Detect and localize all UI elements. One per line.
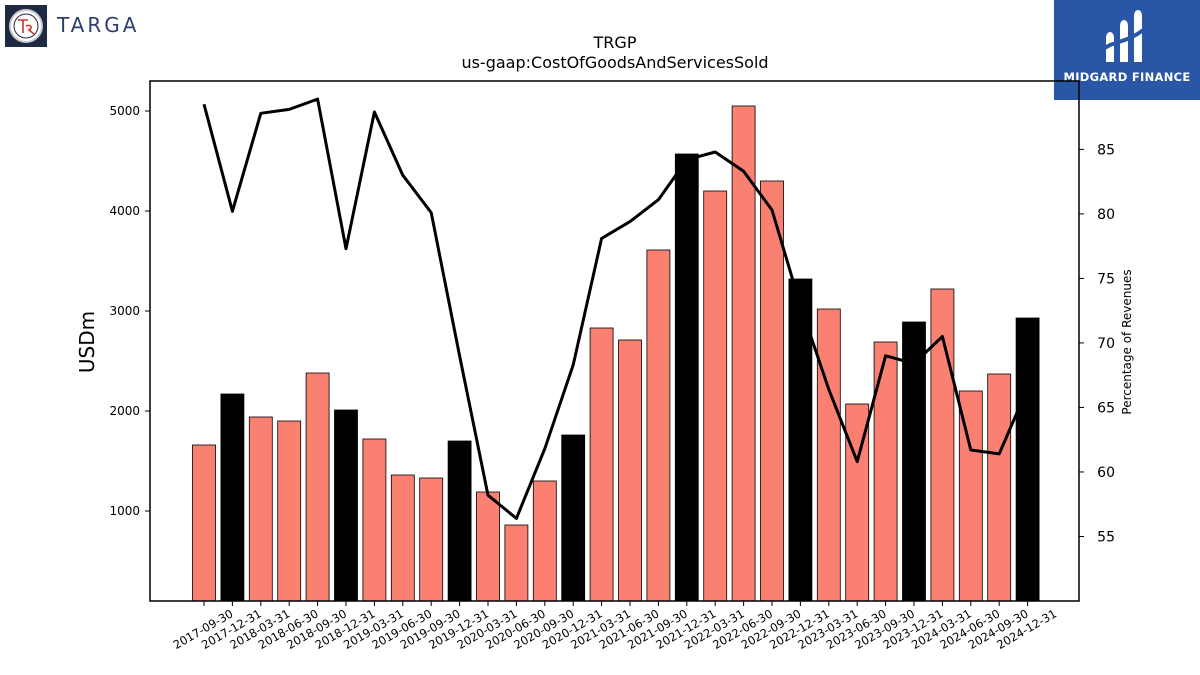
bar-2019-03-31: [362, 438, 387, 602]
y-tick-label-2000: 2000: [109, 404, 140, 418]
y2-tick-label-80: 80: [1097, 207, 1115, 223]
y2-tick-label-55: 55: [1097, 529, 1115, 545]
bar-2023-03-31: [816, 308, 841, 602]
bar-2018-09-30: [305, 372, 330, 602]
y-tick-label-1000: 1000: [109, 504, 140, 518]
y2-tick-label-60: 60: [1097, 465, 1115, 481]
bar-2021-09-30: [646, 249, 671, 602]
y2-tick-label-85: 85: [1097, 142, 1115, 158]
chart-subtitle: us-gaap:CostOfGoodsAndServicesSold: [461, 53, 768, 72]
bar-2020-09-30: [532, 480, 557, 602]
midgard-wordmark: MIDGARD FINANCE: [1063, 70, 1191, 84]
bar-2018-12-31: [334, 409, 358, 602]
y-tick-label-4000: 4000: [109, 204, 140, 218]
targa-wordmark: TARGA: [57, 13, 140, 37]
y2-tick-label-75: 75: [1097, 271, 1115, 287]
percentage-line-series: [202, 97, 1029, 520]
bar-2017-09-30: [192, 444, 216, 602]
bar-series: [192, 105, 1040, 602]
bar-2018-06-30: [277, 420, 302, 602]
bar-2019-09-30: [419, 477, 444, 602]
bar-2021-03-31: [589, 327, 614, 602]
bar-2017-12-31: [220, 393, 245, 602]
bar-2019-12-31: [447, 440, 472, 602]
bar-2018-03-31: [248, 416, 273, 602]
midgard-m-emblem-icon: [1100, 10, 1148, 62]
bar-2019-06-30: [390, 474, 415, 602]
chart-title: TRGP: [593, 33, 637, 52]
bar-2024-09-30: [987, 373, 1012, 602]
midgard-finance-logo: MIDGARD FINANCE: [1054, 0, 1200, 100]
bar-2020-12-31: [561, 434, 586, 602]
targa-logo: TARGA: [5, 5, 165, 47]
bar-2024-12-31: [1015, 317, 1040, 602]
bar-2021-06-30: [618, 339, 642, 602]
y-axis-label: USDm: [75, 311, 99, 373]
targa-tr-emblem-icon: [5, 5, 47, 47]
bar-2020-03-31: [476, 491, 500, 602]
bar-2020-06-30: [504, 524, 529, 602]
bar-2022-09-30: [760, 180, 784, 602]
y2-tick-label-65: 65: [1097, 400, 1115, 416]
y2-tick-label-70: 70: [1097, 336, 1115, 352]
percentage-line: [202, 97, 1029, 520]
y2-axis-label: Percentage of Revenues: [1120, 269, 1134, 414]
y-tick-label-3000: 3000: [109, 304, 140, 318]
plot-frame: [149, 80, 1080, 602]
bar-2021-12-31: [674, 153, 699, 602]
y-tick-label-5000: 5000: [109, 104, 140, 118]
bar-2022-03-31: [703, 190, 728, 602]
